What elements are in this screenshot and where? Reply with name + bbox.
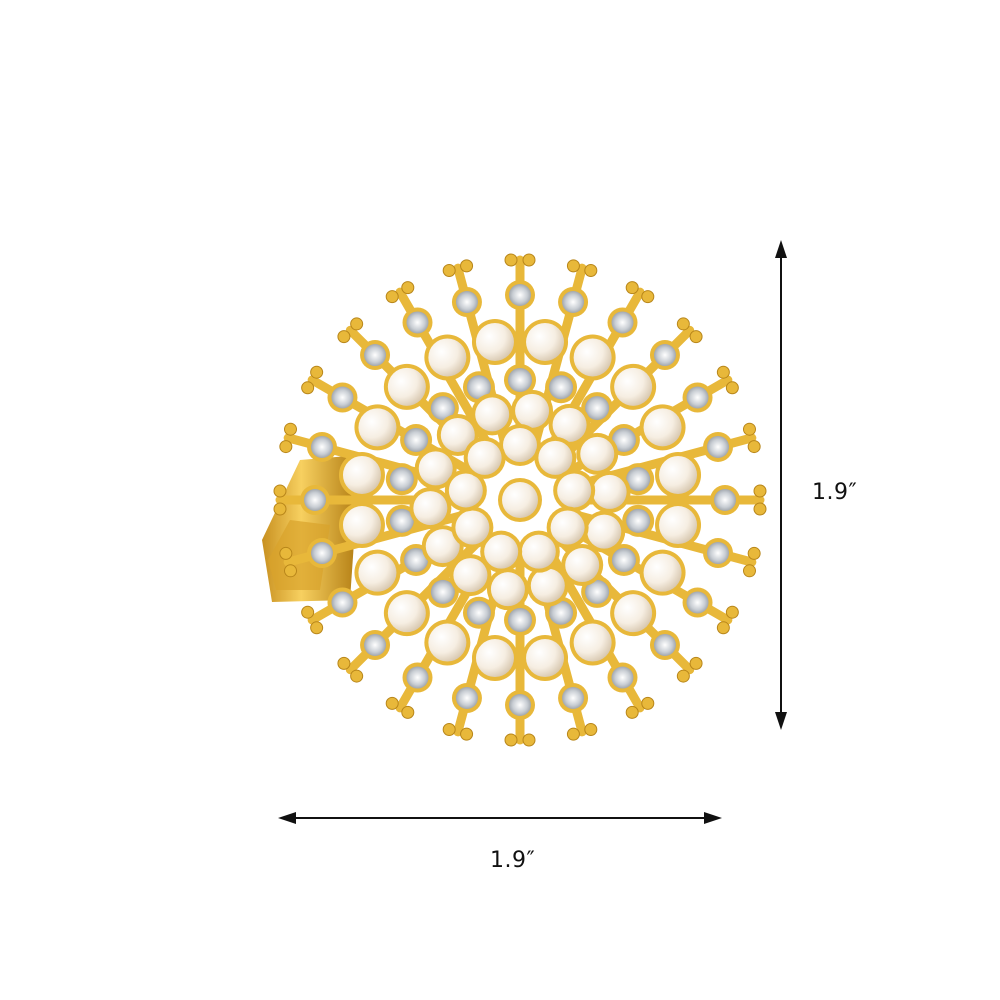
height-dimension-arrow — [775, 240, 787, 730]
height-label: 1.9″ — [812, 480, 858, 505]
gem-cluster — [300, 280, 740, 720]
width-dimension-arrow — [278, 812, 722, 824]
width-label: 1.9″ — [490, 848, 536, 873]
